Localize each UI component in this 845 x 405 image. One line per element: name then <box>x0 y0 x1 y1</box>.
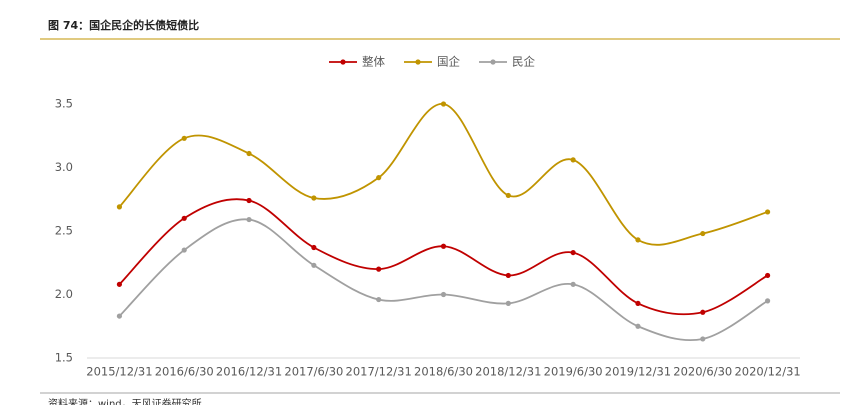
series-line <box>118 103 768 246</box>
point <box>311 195 317 201</box>
point <box>700 230 706 237</box>
y-tick-label: 2.0 <box>55 287 73 301</box>
legend-label: 国企 <box>437 55 460 69</box>
x-tick-label: 2016/6/30 <box>155 365 214 379</box>
y-tick-label: 3.5 <box>55 97 73 111</box>
point <box>376 175 382 181</box>
point <box>505 272 511 279</box>
point <box>700 336 706 342</box>
point <box>440 243 447 249</box>
point <box>764 298 771 304</box>
x-tick-label: 2019/6/30 <box>544 365 603 379</box>
series-line <box>118 218 769 342</box>
chart-title: 图 74：国企民企的长债短债比 <box>48 18 199 32</box>
point <box>376 296 382 303</box>
legend-dot <box>415 59 421 65</box>
x-tick-label: 2016/12/31 <box>216 365 282 379</box>
point <box>570 249 576 256</box>
point <box>764 272 771 279</box>
y-tick-label: 1.5 <box>55 351 73 365</box>
y-tick-label: 2.5 <box>55 224 73 238</box>
point <box>246 197 252 204</box>
point <box>764 209 771 215</box>
legend-label: 整体 <box>362 55 385 69</box>
x-tick-label: 2017/6/30 <box>284 365 343 379</box>
x-tick-label: 2020/12/31 <box>734 365 800 379</box>
x-tick-label: 2018/12/31 <box>475 365 541 379</box>
point <box>635 323 641 329</box>
point <box>311 262 317 268</box>
point <box>116 313 123 319</box>
x-tick-label: 2017/12/31 <box>346 365 412 379</box>
point <box>246 150 252 157</box>
x-tick-label: 2020/6/30 <box>673 365 732 379</box>
point <box>246 216 252 223</box>
point <box>181 247 187 253</box>
legend-dot <box>490 59 496 65</box>
point <box>181 135 187 141</box>
point <box>440 101 447 107</box>
point <box>440 291 447 298</box>
point <box>700 309 706 315</box>
point <box>635 237 641 243</box>
point <box>181 215 187 221</box>
point <box>116 204 123 210</box>
point <box>116 281 123 287</box>
point <box>635 300 641 306</box>
point <box>505 192 511 199</box>
x-tick-label: 2019/12/31 <box>605 365 671 379</box>
point <box>570 157 576 163</box>
x-tick-label: 2015/12/31 <box>86 365 152 379</box>
legend-label: 民企 <box>512 55 535 69</box>
y-tick-label: 3.0 <box>55 160 73 174</box>
point <box>311 244 317 251</box>
point <box>570 281 576 287</box>
source-note: 资料来源：wind，天风证券研究所 <box>48 397 202 405</box>
legend-dot <box>340 59 346 65</box>
x-tick-label: 2018/6/30 <box>414 365 473 379</box>
point <box>376 266 382 272</box>
point <box>505 300 511 306</box>
